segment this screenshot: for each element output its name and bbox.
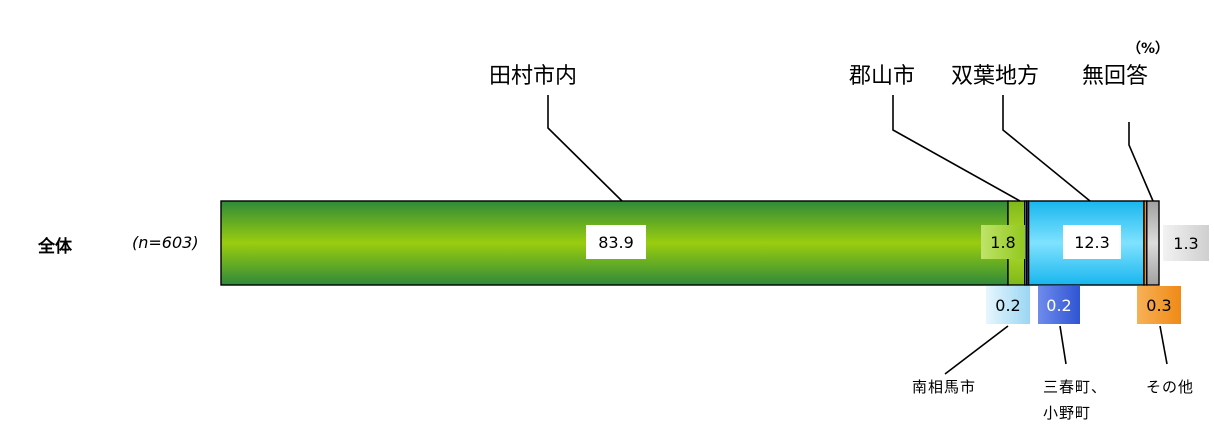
data-label-box-6 xyxy=(1137,286,1181,324)
data-label-6: 0.3 xyxy=(1146,296,1171,315)
data-label-7: 1.3 xyxy=(1173,234,1198,253)
leader-line-bottom-3 xyxy=(1159,325,1168,365)
category-label-bottom-2: 三春町、 xyxy=(1043,378,1107,396)
data-label-box-1 xyxy=(586,225,646,259)
data-label-2: 1.8 xyxy=(990,233,1015,252)
data-label-5: 12.3 xyxy=(1074,233,1110,252)
row-label: 全体 xyxy=(38,237,72,257)
data-label-box-5 xyxy=(1063,225,1121,259)
data-label-3: 0.2 xyxy=(995,296,1020,315)
category-label-top-1: 田村市内 xyxy=(489,64,577,89)
category-label-bottom-1: 南相馬市 xyxy=(912,378,976,396)
leader-line-top-3 xyxy=(1002,95,1091,202)
category-label-top-2: 郡山市 xyxy=(849,64,915,89)
data-label-box-7 xyxy=(1163,225,1209,261)
bar-segment-7 xyxy=(1146,200,1160,286)
category-label-top-3: 双葉地方 xyxy=(951,64,1039,89)
data-label-box-4 xyxy=(1038,286,1080,324)
leader-line-bottom-2 xyxy=(1059,325,1067,365)
category-label-top-4: 無回答 xyxy=(1082,64,1148,89)
category-label-bottom-4: その他 xyxy=(1146,378,1194,396)
leader-line-top-1 xyxy=(547,95,623,202)
data-label-box-2 xyxy=(981,225,1025,259)
leader-line-top-2 xyxy=(892,95,1021,202)
data-label-4: 0.2 xyxy=(1046,296,1071,315)
leader-line-bottom-1 xyxy=(944,325,1009,375)
category-label-bottom-3: 小野町 xyxy=(1043,404,1091,422)
sample-size-label: (n=603) xyxy=(132,233,199,252)
leader-line-top-4 xyxy=(1128,122,1154,202)
unit-label: （%） xyxy=(1127,41,1170,57)
data-label-1: 83.9 xyxy=(598,233,634,252)
data-label-box-3 xyxy=(986,286,1030,324)
